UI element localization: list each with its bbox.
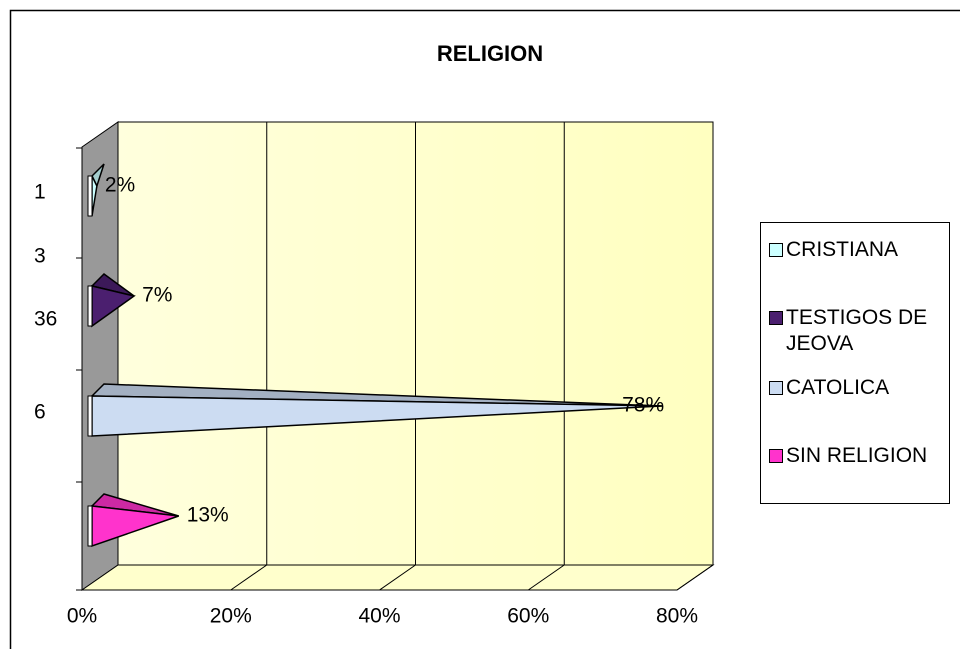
legend-label: CATOLICA	[786, 376, 890, 399]
legend-label: SIN RELIGION	[786, 444, 928, 467]
x-tick-label: 20%	[210, 605, 252, 628]
legend-entry: TESTIGOS DE JEOVA	[769, 305, 949, 357]
floor-grid-line	[676, 564, 714, 591]
legend-label: TESTIGOS DE JEOVA	[786, 306, 928, 355]
legend-swatch	[769, 381, 783, 395]
legend-swatch	[769, 243, 783, 257]
y-tick-label: 36	[34, 308, 57, 331]
data-label: 7%	[142, 284, 172, 307]
y-tick-label: 3	[34, 245, 46, 268]
legend-label: CRISTIANA	[786, 238, 899, 261]
floor-grid-line	[379, 564, 416, 591]
legend-swatch	[769, 449, 783, 463]
pyramid-base	[87, 395, 93, 437]
legend-entry: CRISTIANA	[769, 237, 949, 263]
pyramid-base	[87, 505, 93, 547]
legend: CRISTIANA TESTIGOS DE JEOVA CATOLICA SIN RE…	[760, 222, 950, 504]
floor-grid-line	[230, 564, 268, 591]
data-label: 2%	[105, 174, 135, 197]
legend-entry: CATOLICA	[769, 375, 949, 401]
y-tick-label: 1	[34, 181, 46, 204]
frame	[9, 9, 960, 649]
x-tick-label: 40%	[358, 605, 400, 628]
x-tick-label: 80%	[656, 605, 698, 628]
pyramid-base	[87, 285, 93, 327]
legend-swatch	[769, 311, 783, 325]
x-tick-label: 60%	[507, 605, 549, 628]
floor-grid-line	[527, 564, 565, 591]
data-label: 78%	[622, 394, 664, 417]
chart-title: RELIGION	[437, 41, 543, 66]
data-label: 13%	[187, 504, 229, 527]
legend-entry: SIN RELIGION	[769, 443, 949, 469]
pyramid-base	[87, 175, 93, 217]
x-tick-label: 0%	[67, 605, 97, 628]
y-tick-label: 6	[34, 401, 46, 424]
